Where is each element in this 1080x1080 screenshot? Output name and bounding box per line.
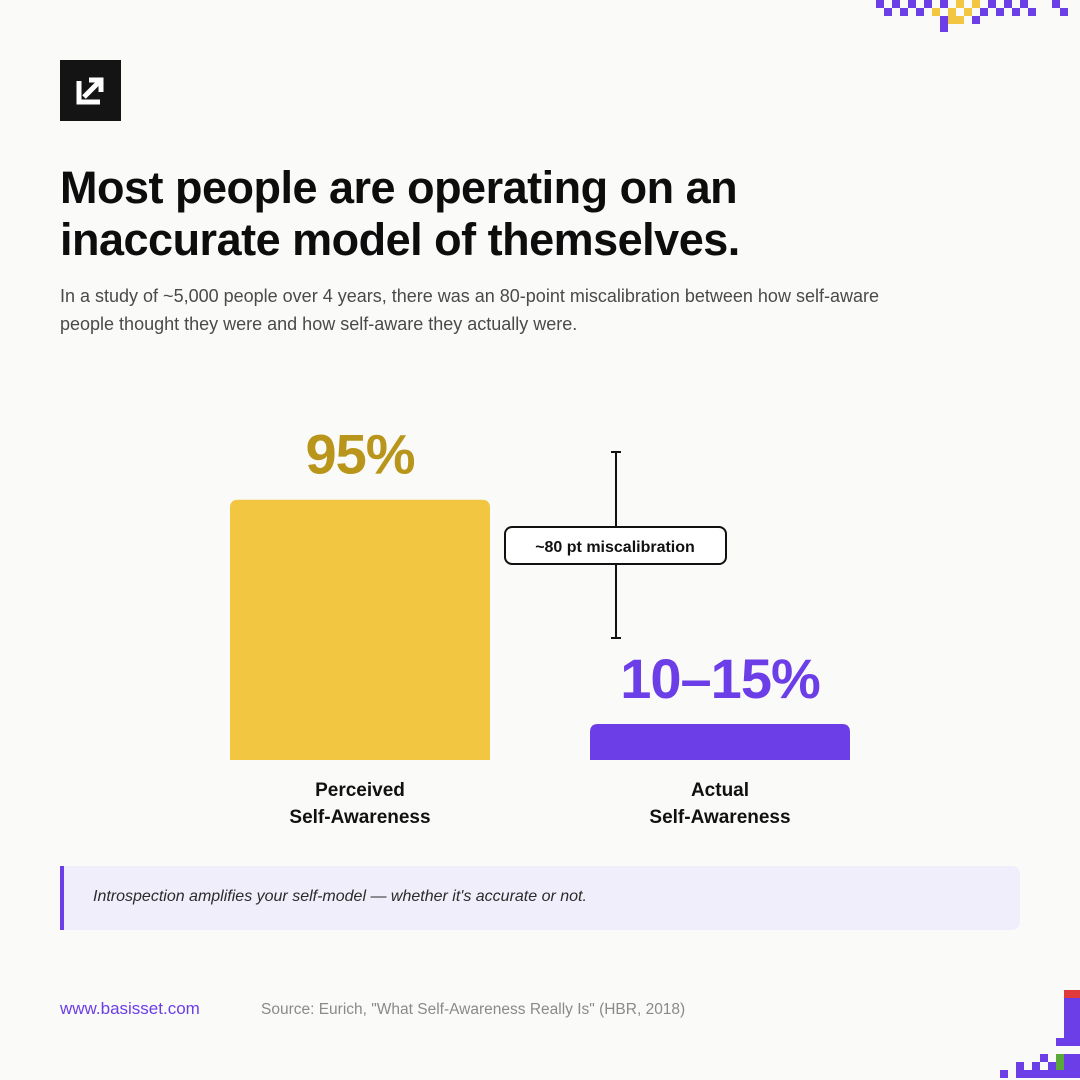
callout-text: Introspection amplifies your self-model … xyxy=(93,888,587,905)
title-line-2: inaccurate model of themselves. xyxy=(60,214,740,265)
category-label-actual: Actual Self-Awareness xyxy=(649,780,790,828)
subtitle-line-1: In a study of ~5,000 people over 4 years… xyxy=(60,286,879,306)
page-subtitle: In a study of ~5,000 people over 4 years… xyxy=(60,282,1020,338)
bar-perceived xyxy=(230,499,490,760)
annotation-text: ~80 pt miscalibration xyxy=(535,539,695,556)
brand-logo-icon xyxy=(60,60,121,121)
pixel-decoration-top-right xyxy=(876,0,1068,32)
category-label-perceived: Perceived Self-Awareness xyxy=(289,780,430,828)
footer-website-link[interactable]: www.basisset.com xyxy=(60,999,200,1018)
self-awareness-bar-chart: 95% Perceived Self-Awareness 10–15% Actual Se… xyxy=(230,423,850,828)
callout-quote: Introspection amplifies your self-model … xyxy=(60,866,1020,930)
data-label-perceived: 95% xyxy=(305,423,414,486)
annotation-box xyxy=(504,526,727,565)
data-label-actual: 10–15% xyxy=(620,647,820,710)
footer-source-citation: Source: Eurich, "What Self-Awareness Rea… xyxy=(261,1001,686,1018)
pixel-decoration-bottom-right xyxy=(1000,990,1080,1078)
subtitle-line-2: people thought they were and how self-aw… xyxy=(60,314,578,334)
bar-actual xyxy=(590,724,850,760)
title-line-1: Most people are operating on an xyxy=(60,162,738,213)
page-title: Most people are operating on an inaccura… xyxy=(60,162,960,266)
